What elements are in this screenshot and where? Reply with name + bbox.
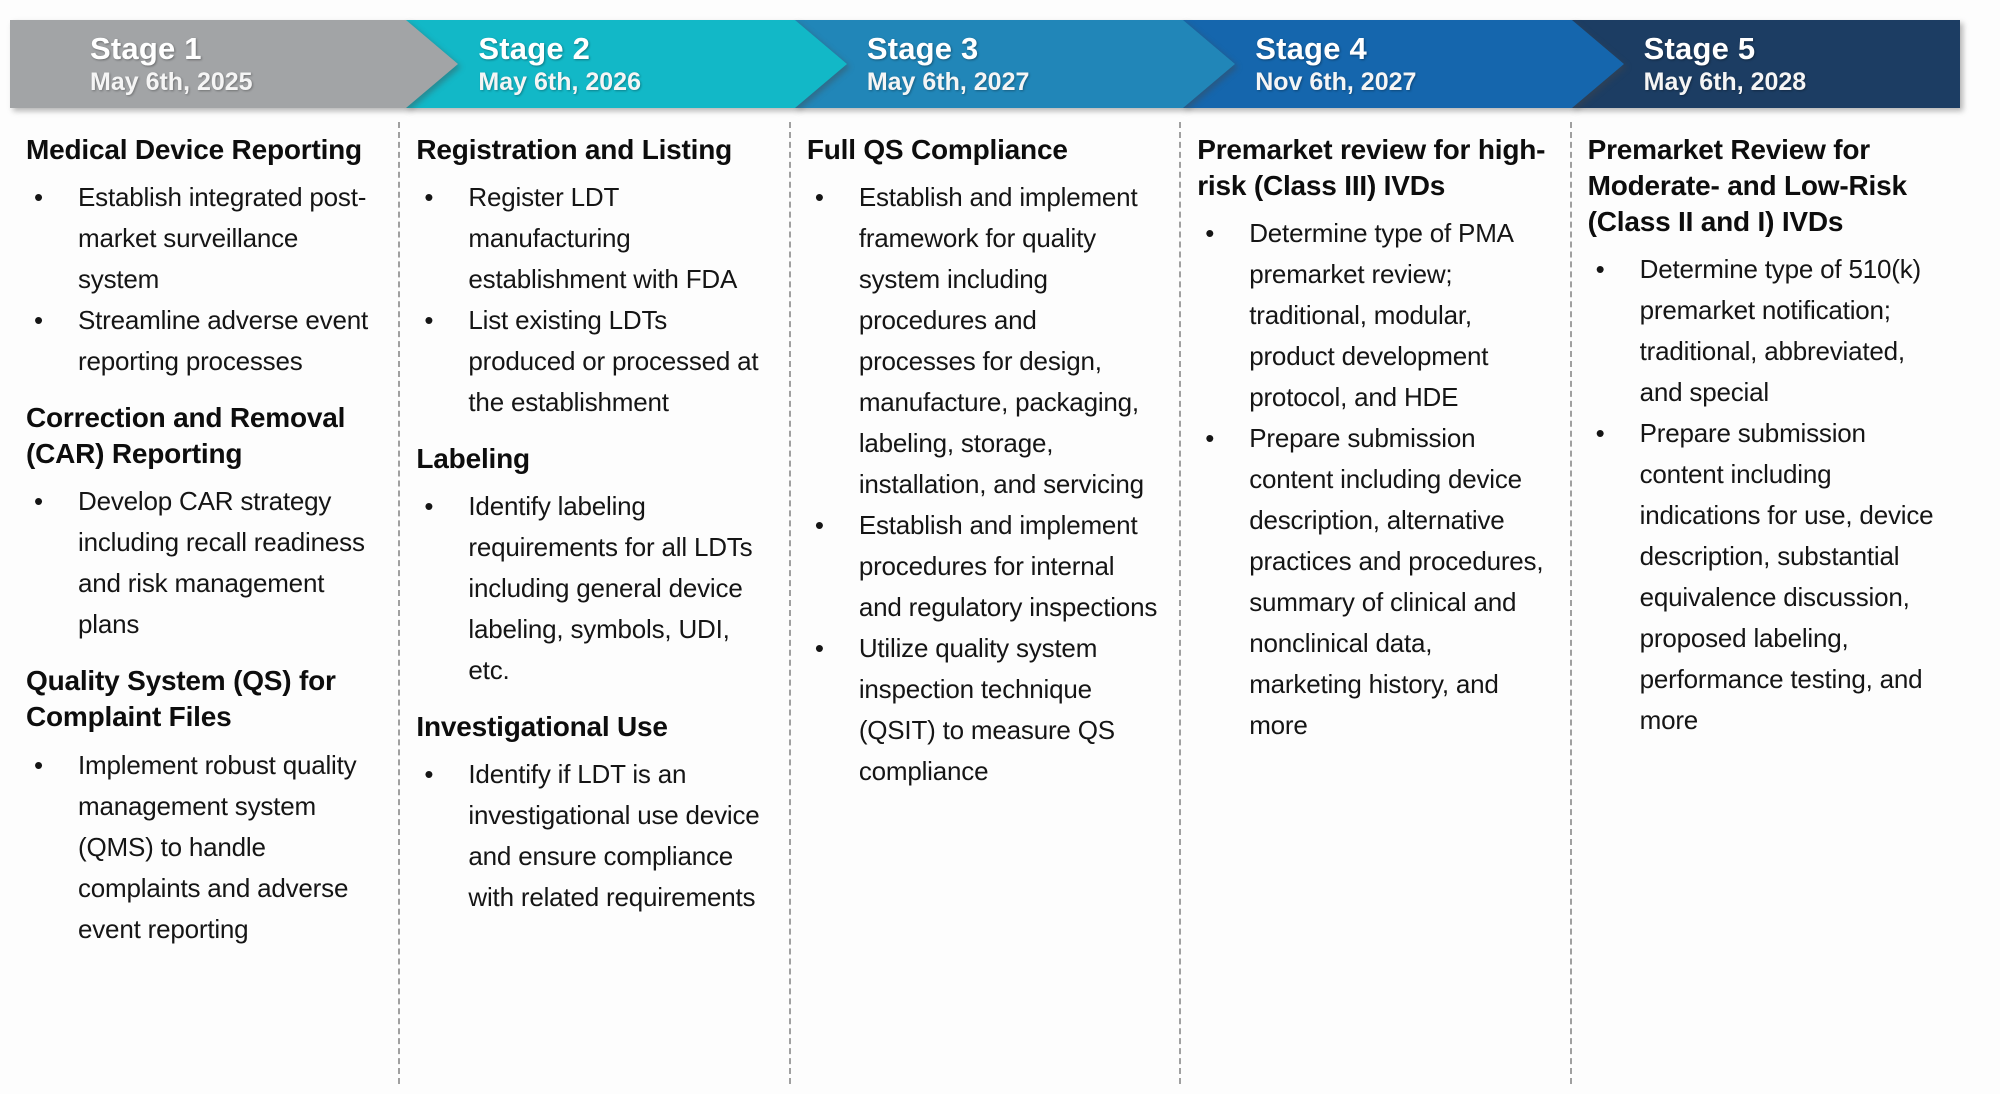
bullet-list: Establish integrated post-market surveil… [26, 177, 376, 382]
stage-section: Registration and Listing Register LDT ma… [416, 132, 766, 423]
bullet-item: Register LDT manufacturing establishment… [416, 177, 766, 300]
bullet-item: Utilize quality system inspection techni… [807, 628, 1157, 792]
stage-chevron: Stage 5 May 6th, 2028 [1571, 20, 1961, 108]
bullet-item: Establish and implement framework for qu… [807, 177, 1157, 505]
bullet-item: Implement robust quality management syst… [26, 745, 376, 950]
stage-section: Investigational Use Identify if LDT is a… [416, 709, 766, 918]
stage-section: Quality System (QS) for Complaint Files … [26, 663, 376, 949]
stage-chevron: Stage 3 May 6th, 2027 [794, 20, 1236, 108]
stage-header-band: Stage 1 May 6th, 2025 Stage 2 May 6th, 2… [10, 20, 1961, 108]
section-heading: Labeling [416, 443, 530, 475]
stage-column: Registration and Listing Register LDT ma… [400, 122, 791, 1084]
bullet-list: Identify labeling requirements for all L… [416, 486, 766, 691]
stage-column: Premarket review for high-risk (Class II… [1181, 122, 1572, 1084]
bullet-item: Develop CAR strategy including recall re… [26, 481, 376, 645]
section-heading: Premarket review for high-risk (Class II… [1197, 134, 1546, 202]
bullet-item: Identify labeling requirements for all L… [416, 486, 766, 691]
bullet-list: Register LDT manufacturing establishment… [416, 177, 766, 423]
stage-name: Stage 5 [1643, 31, 1756, 67]
section-heading: Investigational Use [416, 711, 668, 743]
bullet-item: Determine type of 510(k) premarket notif… [1588, 249, 1938, 413]
bullet-list: Determine type of 510(k) premarket notif… [1588, 249, 1938, 741]
bullet-item: Identify if LDT is an investigational us… [416, 754, 766, 918]
bullet-list: Develop CAR strategy including recall re… [26, 481, 376, 645]
stage-date: May 6th, 2025 [90, 67, 253, 96]
stage-column: Medical Device Reporting Establish integ… [10, 122, 401, 1084]
section-heading: Quality System (QS) for Complaint Files [26, 665, 336, 733]
stage-date: May 6th, 2028 [1643, 67, 1807, 96]
section-heading: Registration and Listing [416, 134, 733, 165]
stage-section: Premarket review for high-risk (Class II… [1197, 132, 1547, 746]
stage-section: Correction and Removal (CAR) Reporting D… [26, 400, 376, 645]
stage-columns: Medical Device Reporting Establish integ… [10, 122, 1960, 1084]
stage-chevron: Stage 2 May 6th, 2026 [406, 20, 848, 108]
stage-name: Stage 4 [1255, 31, 1367, 67]
stage-section: Medical Device Reporting Establish integ… [26, 132, 376, 382]
bullet-list: Implement robust quality management syst… [26, 745, 376, 950]
bullet-list: Establish and implement framework for qu… [807, 177, 1158, 792]
bullet-list: Determine type of PMA premarket review; … [1197, 213, 1547, 746]
stage-column: Premarket Review for Moderate- and Low-R… [1572, 122, 1960, 1084]
stage-chevron: Stage 1 May 6th, 2025 [10, 20, 459, 108]
stage-date: May 6th, 2026 [478, 67, 641, 96]
stage-name: Stage 3 [866, 31, 979, 67]
section-heading: Premarket Review for Moderate- and Low-R… [1587, 134, 1907, 238]
bullet-item: Streamline adverse event reporting proce… [26, 300, 376, 382]
section-heading: Correction and Removal (CAR) Reporting [26, 402, 346, 470]
bullet-item: Establish and implement procedures for i… [807, 505, 1158, 628]
bullet-item: Determine type of PMA premarket review; … [1197, 213, 1547, 418]
stage-column: Full QS Compliance Establish and impleme… [791, 122, 1182, 1084]
stage-name: Stage 1 [90, 31, 202, 67]
stage-date: May 6th, 2027 [866, 67, 1030, 96]
stage-section: Full QS Compliance Establish and impleme… [806, 132, 1158, 792]
stage-chevron: Stage 4 Nov 6th, 2027 [1183, 20, 1625, 108]
stage-date: Nov 6th, 2027 [1255, 67, 1417, 96]
stage-section: Labeling Identify labeling requirements … [416, 441, 766, 691]
bullet-list: Identify if LDT is an investigational us… [416, 754, 766, 918]
stage-section: Premarket Review for Moderate- and Low-R… [1588, 132, 1938, 741]
bullet-item: Prepare submission content including dev… [1197, 418, 1547, 746]
bullet-item: List existing LDTs produced or processed… [416, 300, 766, 423]
bullet-item: Establish integrated post-market surveil… [26, 177, 376, 300]
section-heading: Medical Device Reporting [26, 134, 362, 165]
stage-name: Stage 2 [478, 31, 591, 67]
section-heading: Full QS Compliance [806, 134, 1068, 165]
bullet-item: Prepare submission content including ind… [1588, 413, 1938, 741]
